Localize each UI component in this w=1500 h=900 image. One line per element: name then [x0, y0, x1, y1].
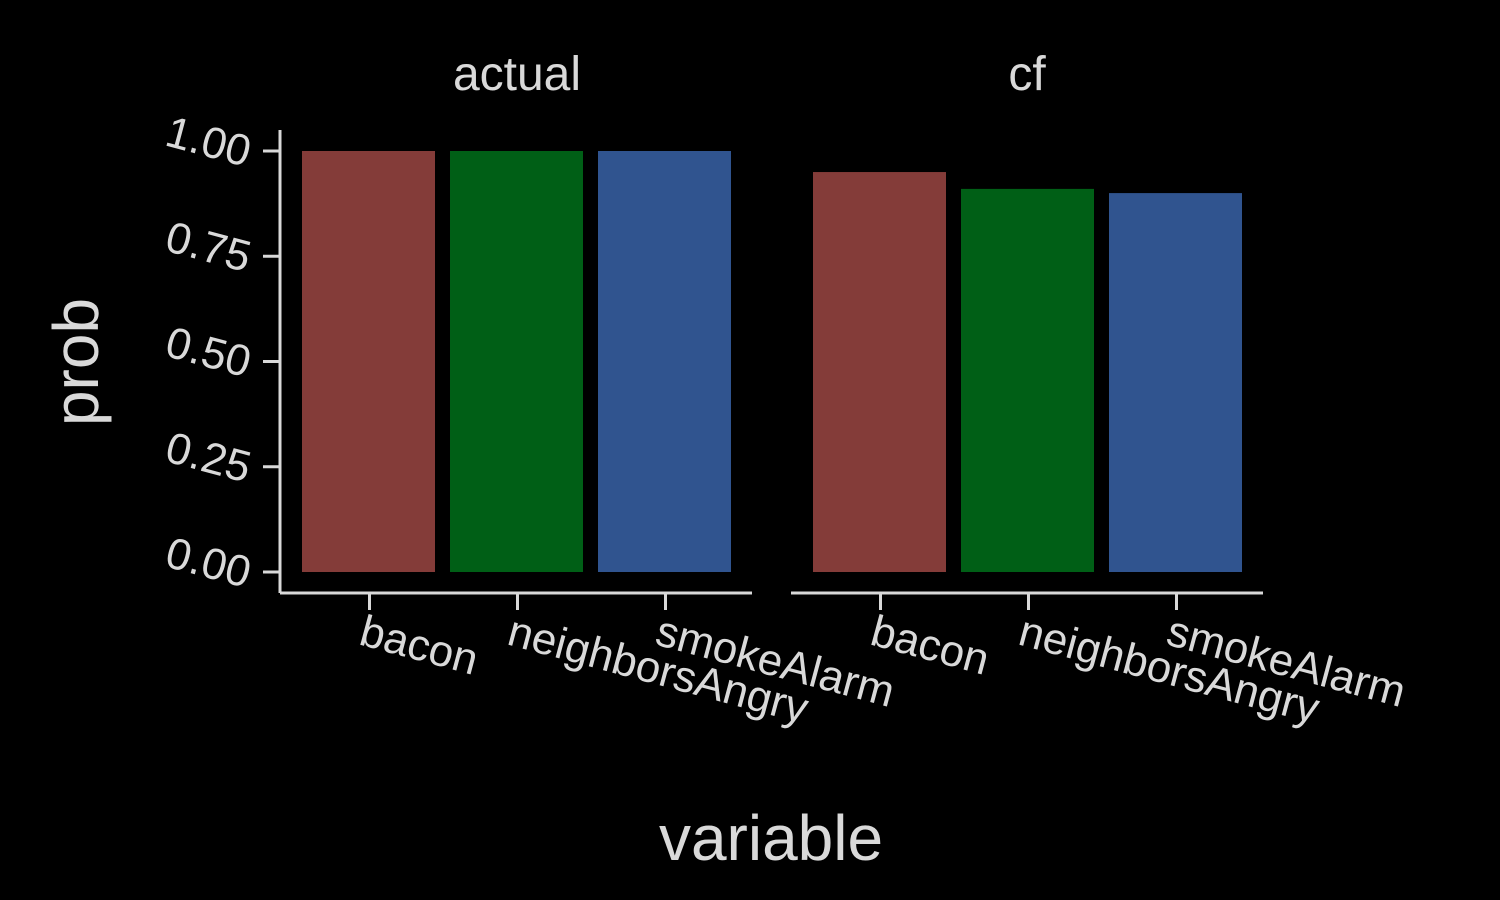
- x-axis-title: variable: [659, 802, 883, 874]
- y-tick-label: 1.00: [161, 107, 256, 176]
- bar-cf-smokeAlarm: [1109, 193, 1242, 572]
- x-tick-label: bacon: [355, 606, 483, 684]
- bar-actual-smokeAlarm: [598, 151, 731, 572]
- bar-cf-bacon: [813, 172, 946, 573]
- bar-cf-neighborsAngry: [961, 188, 1094, 572]
- y-axis-title: prob: [40, 298, 112, 426]
- y-tick-label: 0.25: [161, 423, 256, 492]
- y-tick-label: 0.00: [161, 528, 256, 597]
- y-tick-label: 0.50: [161, 318, 256, 387]
- bar-actual-neighborsAngry: [450, 151, 583, 572]
- panel-title: cf: [1008, 48, 1046, 101]
- y-axis: 0.00 0.25 0.50 0.75 1.00: [161, 107, 282, 598]
- y-tick-label: 0.75: [161, 212, 256, 281]
- panel-title: actual: [453, 48, 581, 101]
- bar-actual-bacon: [302, 151, 435, 572]
